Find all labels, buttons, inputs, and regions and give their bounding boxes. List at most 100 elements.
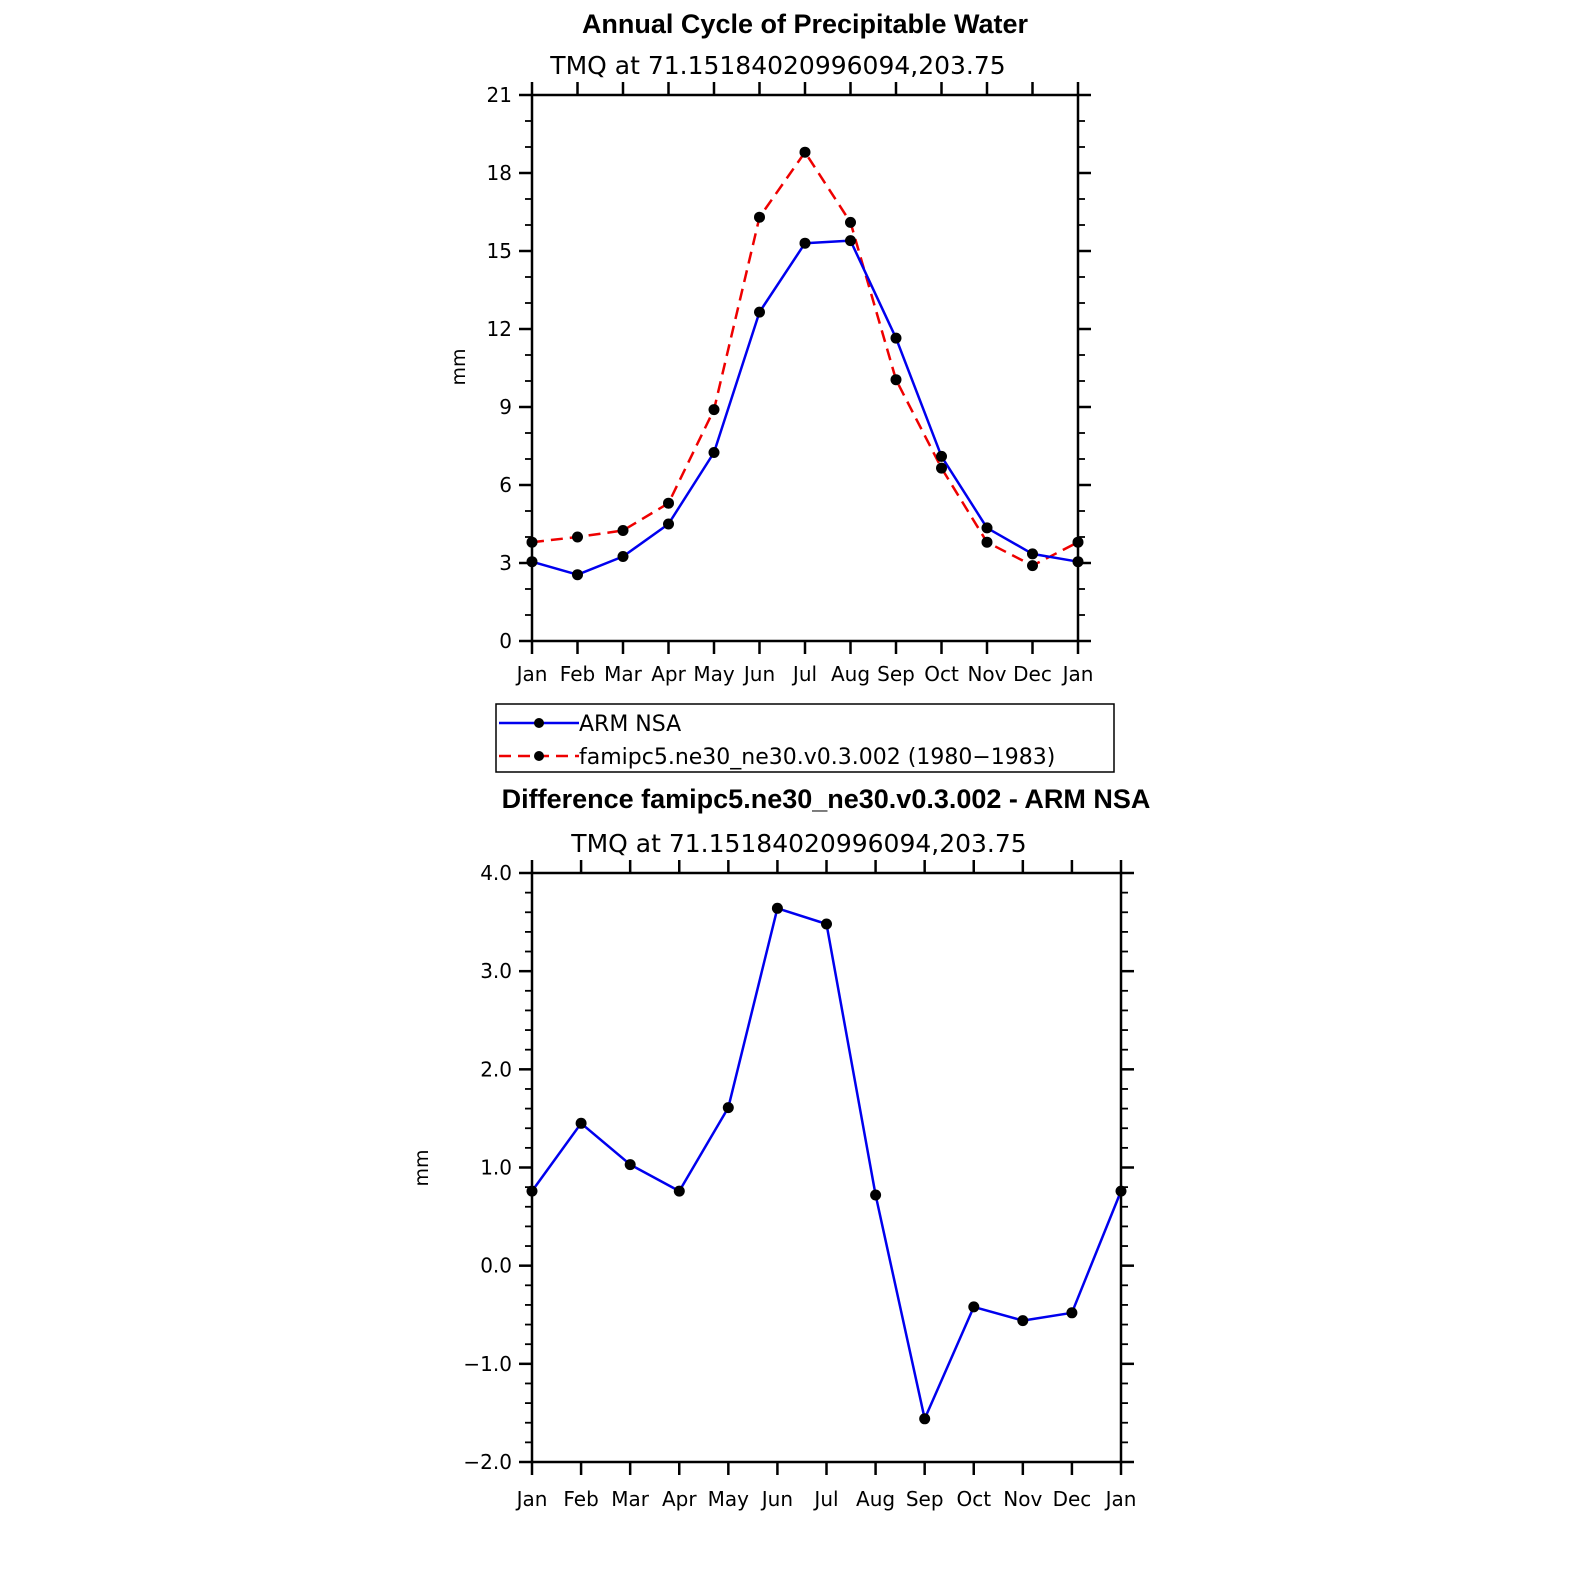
x-tick-label: Jan: [1104, 1487, 1137, 1511]
data-point: [526, 1185, 538, 1197]
x-tick-label: Oct: [956, 1487, 991, 1511]
legend-label-arm-nsa: ARM NSA: [579, 712, 681, 737]
x-tick-label: Nov: [967, 662, 1006, 686]
data-point: [1017, 1315, 1029, 1327]
y-tick-label: 0: [499, 629, 512, 653]
y-tick-label: 4.0: [480, 861, 512, 885]
data-point: [1072, 556, 1084, 568]
series-lines: [531, 150, 1079, 576]
chart-annual-cycle: Annual Cycle of Precipitable Water TMQ a…: [448, 9, 1093, 686]
data-point: [572, 569, 583, 581]
data-point: [663, 497, 674, 509]
x-tick-label: Jan: [515, 662, 548, 686]
chart-subtitle: TMQ at 71.15184020996094,203.75: [549, 51, 1005, 80]
data-point: [981, 536, 993, 548]
data-point: [673, 1185, 685, 1197]
series-line-1: [531, 150, 1079, 567]
data-point: [771, 902, 783, 914]
series-markers: [526, 146, 1084, 581]
y-tick-label: 0.0: [480, 1254, 512, 1278]
data-point: [890, 374, 902, 386]
chart-title: Difference famipc5.ne30_ne30.v0.3.002 - …: [502, 784, 1151, 814]
series-markers: [526, 902, 1127, 1425]
data-point: [1066, 1307, 1078, 1319]
plot-frame: [530, 871, 1123, 1464]
x-tick-label: Sep: [877, 662, 915, 686]
data-point: [936, 462, 947, 474]
x-tick-label: Jun: [742, 662, 775, 686]
y-tick-label: 1.0: [480, 1156, 512, 1180]
x-tick-label: Nov: [1003, 1487, 1042, 1511]
chart-difference: Difference famipc5.ne30_ne30.v0.3.002 - …: [411, 784, 1150, 1511]
legend-marker-famipc5: [534, 751, 544, 761]
x-tick-label: Dec: [1013, 662, 1052, 686]
data-point: [708, 447, 720, 458]
y-tick-label: 6: [499, 473, 512, 497]
y-tick-label: 18: [487, 161, 512, 185]
data-point: [722, 1102, 734, 1114]
legend-box: [495, 703, 1115, 773]
x-tick-label: Jan: [1061, 662, 1094, 686]
x-tick-label: Aug: [856, 1487, 895, 1511]
y-tick-label: 21: [487, 83, 512, 107]
data-point: [575, 1117, 587, 1129]
x-tick-label: Feb: [563, 1487, 598, 1511]
x-tick-label: May: [693, 662, 735, 686]
x-tick-label: Apr: [651, 662, 686, 686]
y-tick-label: −1.0: [463, 1352, 512, 1376]
y-axis-label: mm: [448, 348, 470, 385]
x-tick-label: Jan: [515, 1487, 548, 1511]
data-point: [936, 450, 947, 462]
data-point: [754, 306, 765, 318]
series-line-0: [531, 239, 1079, 576]
chart-title: Annual Cycle of Precipitable Water: [582, 9, 1029, 39]
y-tick-label: 3: [499, 551, 512, 575]
x-tick-label: Aug: [831, 662, 870, 686]
data-point: [526, 536, 538, 548]
x-tick-label: Mar: [611, 1487, 650, 1511]
data-point: [624, 1159, 636, 1171]
data-point: [1072, 536, 1084, 548]
data-point: [1027, 560, 1038, 572]
data-point: [845, 235, 856, 247]
legend-marker-arm-nsa: [534, 718, 544, 728]
data-point: [968, 1301, 980, 1313]
data-point: [572, 531, 583, 543]
y-tick-label: 9: [499, 395, 512, 419]
legend: ARM NSA famipc5.ne30_ne30.v0.3.002 (1980…: [495, 703, 1115, 773]
data-point: [617, 551, 629, 562]
x-tick-label: Feb: [560, 662, 595, 686]
data-point: [617, 525, 629, 536]
x-tick-label: Jul: [812, 1487, 838, 1511]
data-point: [799, 237, 811, 249]
y-tick-label: −2.0: [463, 1450, 512, 1474]
data-point: [845, 216, 856, 228]
chart-subtitle: TMQ at 71.15184020996094,203.75: [570, 829, 1026, 858]
y-tick-label: 2.0: [480, 1057, 512, 1081]
data-point: [870, 1189, 882, 1201]
x-tick-label: Jul: [791, 662, 817, 686]
legend-label-famipc5: famipc5.ne30_ne30.v0.3.002 (1980−1983): [579, 745, 1055, 770]
y-tick-label: 3.0: [480, 959, 512, 983]
y-tick-label: 12: [487, 317, 512, 341]
x-tick-label: Mar: [604, 662, 643, 686]
x-tick-label: Sep: [906, 1487, 944, 1511]
x-tick-label: Apr: [662, 1487, 697, 1511]
data-point: [708, 404, 720, 416]
x-tick-label: May: [708, 1487, 750, 1511]
y-tick-label: 15: [487, 239, 512, 263]
axes: Jan Feb Mar Apr May Jun Jul Aug Sep Oct Nov Dec Jan−…: [463, 860, 1136, 1511]
data-point: [799, 146, 811, 158]
data-point: [981, 522, 993, 534]
data-point: [890, 332, 902, 344]
series-lines: [530, 907, 1123, 1421]
x-tick-label: Jun: [760, 1487, 793, 1511]
x-tick-label: Oct: [924, 662, 959, 686]
y-axis-label: mm: [411, 1149, 433, 1186]
data-point: [821, 918, 832, 930]
data-point: [526, 556, 538, 568]
data-point: [1027, 548, 1038, 560]
data-point: [754, 211, 765, 223]
data-point: [663, 518, 674, 530]
